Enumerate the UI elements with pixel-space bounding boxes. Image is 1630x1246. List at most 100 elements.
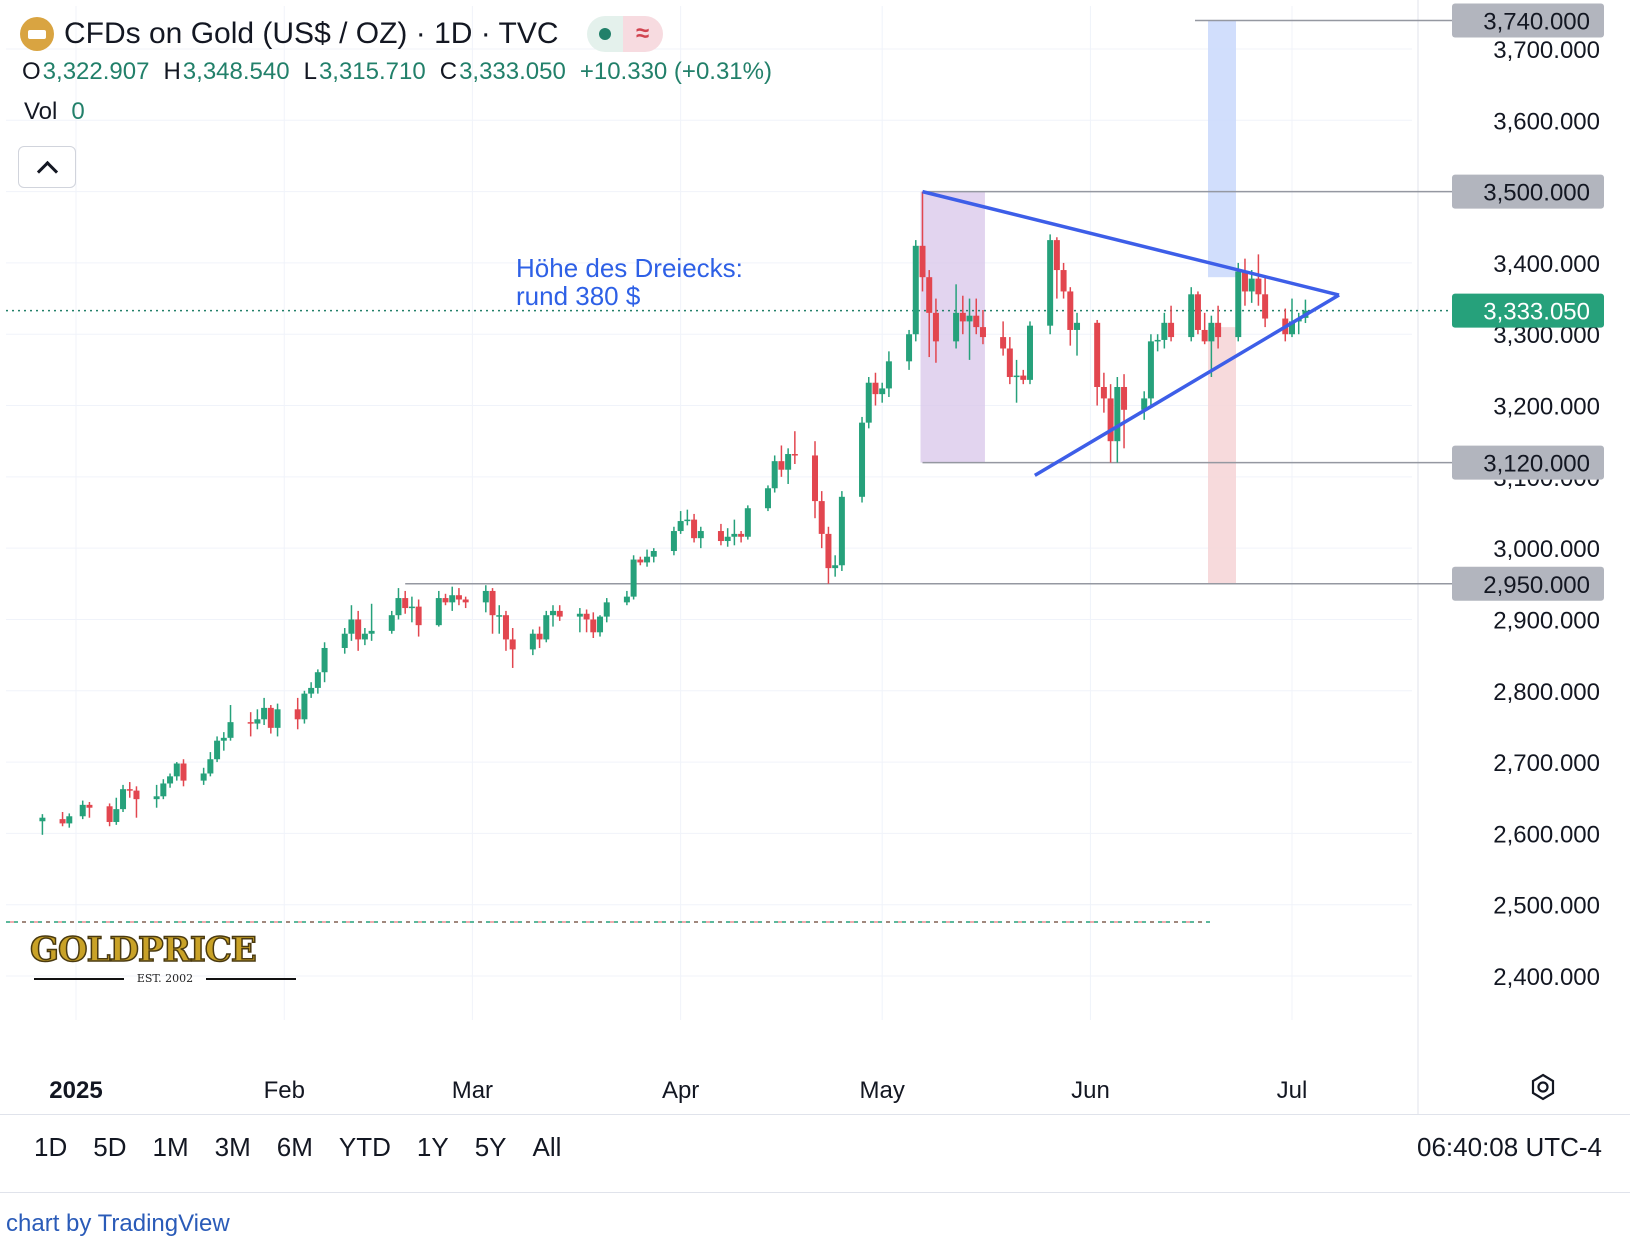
candle-body (529, 633, 536, 650)
candle (906, 329, 913, 370)
range-6m[interactable]: 6M (276, 1132, 313, 1162)
candle-body (1262, 294, 1269, 319)
bullish-target-zone (1208, 20, 1236, 278)
level-labels: 3,740.000 3,500.000 3,120.000 2,950.000 3,33… (1452, 3, 1604, 601)
candle (1289, 298, 1295, 338)
candle (1053, 237, 1060, 299)
candle-body (1067, 291, 1074, 330)
candle (1141, 391, 1148, 420)
candle (415, 599, 422, 637)
candle (684, 509, 691, 526)
candle (200, 767, 207, 785)
candle (308, 682, 315, 698)
goldprice-logo: GOLDPRICE EST. 2002 (29, 929, 300, 985)
candle-body (865, 382, 872, 423)
range-1m[interactable]: 1M (152, 1132, 189, 1162)
candle (1194, 291, 1201, 335)
candle-body (1100, 386, 1107, 399)
candle (973, 298, 980, 335)
candle (529, 629, 536, 656)
candle-body (1188, 294, 1195, 338)
price-tick-label: 2,500.000 (1493, 893, 1600, 920)
candle (361, 628, 368, 646)
range-1d[interactable]: 1D (34, 1132, 68, 1162)
candle-body (1255, 278, 1262, 295)
candle (261, 697, 268, 725)
candle-body (113, 809, 120, 822)
candle-body (684, 519, 691, 522)
candle (402, 590, 409, 614)
candle-body (482, 590, 489, 603)
candle (1020, 369, 1027, 385)
candle (1241, 258, 1248, 306)
candle (1208, 315, 1215, 378)
market-status[interactable]: ≈ (586, 16, 663, 52)
candle-body (973, 315, 980, 328)
low-value: 3,315.710 (318, 58, 426, 85)
candle-body (1020, 375, 1027, 380)
range-all[interactable]: All (532, 1132, 562, 1162)
triangle-annotation[interactable]: Höhe des Dreiecks: rund 380 $ (516, 254, 743, 310)
range-ytd[interactable]: YTD (338, 1132, 391, 1162)
settings-gear-icon[interactable] (1528, 1072, 1558, 1102)
candle-body (717, 531, 724, 542)
candle-body (247, 722, 254, 724)
candle-body (173, 763, 180, 777)
candle-body (395, 598, 402, 616)
candle-body (314, 672, 321, 688)
symbol-title[interactable]: CFDs on Gold (US$ / OZ) · 1D · TVC (64, 17, 559, 50)
candle (79, 800, 86, 820)
candle-body (254, 719, 261, 724)
candle (341, 628, 348, 654)
candle (160, 779, 167, 800)
candle (388, 610, 395, 634)
candle-body (59, 819, 66, 824)
candle-body (227, 722, 234, 738)
candle-body (267, 707, 274, 728)
range-5y[interactable]: 5Y (474, 1132, 507, 1162)
last-price-box (1452, 293, 1604, 328)
collapse-legend-button[interactable] (18, 146, 76, 188)
candle-body (543, 615, 550, 640)
candle (818, 491, 825, 549)
candle-body (885, 361, 892, 389)
range-1y[interactable]: 1Y (416, 1132, 449, 1162)
candle-body (738, 533, 745, 537)
candle (1060, 262, 1067, 299)
candle-body (791, 454, 798, 456)
candle (1154, 334, 1161, 352)
tradingview-credit-link[interactable]: chart by TradingView (6, 1210, 230, 1237)
candle (953, 284, 960, 349)
candle (1094, 319, 1101, 406)
candle-body (442, 598, 449, 603)
range-5d[interactable]: 5D (93, 1132, 127, 1162)
candle-body (832, 565, 839, 569)
candle (274, 703, 281, 737)
candle (717, 523, 724, 546)
delayed-data-icon: ≈ (622, 16, 663, 52)
candle-body (603, 602, 610, 617)
close-value: 3,333.050 (459, 58, 566, 85)
candle (321, 642, 328, 683)
candle (1067, 287, 1074, 346)
candle-body (214, 740, 221, 760)
candle-body (368, 630, 375, 634)
timezone-clock[interactable]: 06:40:08 UTC-4 (1417, 1132, 1602, 1162)
candle-body (1074, 322, 1081, 330)
candle-body (388, 615, 395, 631)
candle (355, 610, 362, 651)
candle-body (644, 556, 651, 563)
candle (66, 813, 73, 828)
candle (1255, 254, 1262, 306)
range-3m[interactable]: 3M (214, 1132, 251, 1162)
candle (1262, 277, 1269, 328)
candle-body (697, 531, 704, 539)
candle (1047, 234, 1054, 335)
time-tick-label: 2025 (49, 1077, 102, 1104)
candle-body (590, 619, 597, 633)
candle (254, 709, 261, 730)
candle-body (778, 461, 785, 470)
candle-body (825, 533, 832, 569)
low-key: L (303, 58, 317, 85)
